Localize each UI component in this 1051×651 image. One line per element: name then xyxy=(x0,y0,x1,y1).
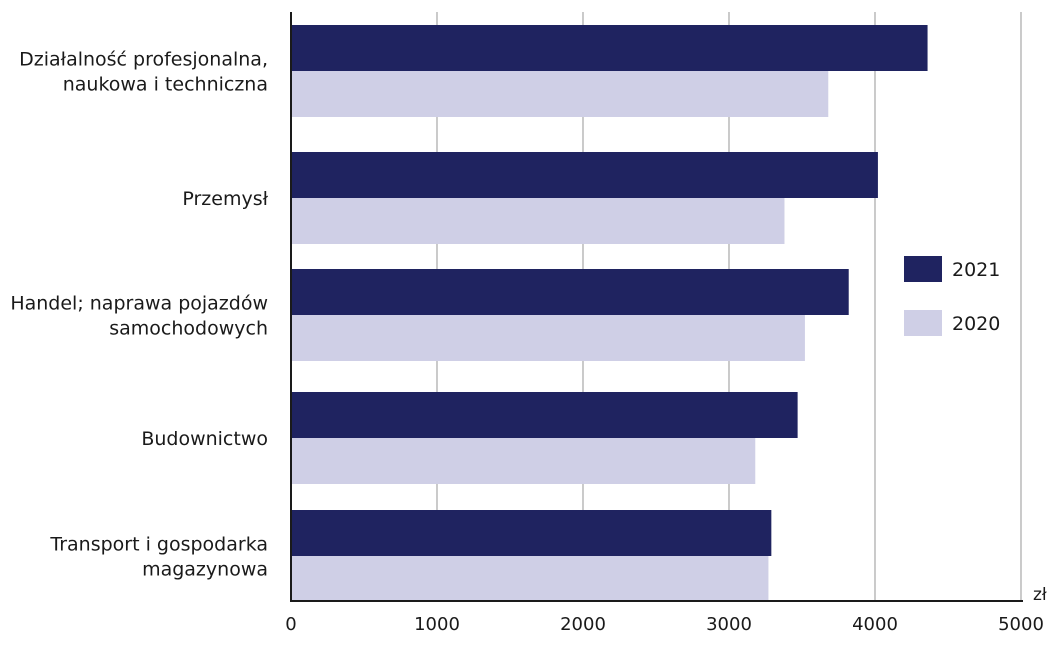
bar-2021-2 xyxy=(291,269,849,315)
x-tick-labels: 0 1000 2000 3000 4000 5000 xyxy=(285,614,1044,635)
bar-2021-3 xyxy=(291,392,798,438)
legend-label-2021: 2021 xyxy=(952,259,1000,281)
category-label-2: Handel; naprawa pojazdów samochodowych xyxy=(10,293,268,340)
bar-2020-1 xyxy=(291,198,785,244)
bars xyxy=(291,25,928,602)
legend: 2021 2020 xyxy=(904,256,1000,336)
category-label-1: Przemysł xyxy=(182,188,268,210)
bar-2021-1 xyxy=(291,152,878,198)
category-labels: Działalność profesjonalna, naukowa i tech… xyxy=(10,49,268,581)
legend-swatch-2020 xyxy=(904,310,942,336)
bar-2020-0 xyxy=(291,71,829,117)
unit-label: zł xyxy=(1033,585,1047,605)
x-tick-label-4000: 4000 xyxy=(852,614,898,635)
x-tick-label-2000: 2000 xyxy=(560,614,606,635)
category-label-0: Działalność profesjonalna, naukowa i tech… xyxy=(19,49,268,96)
x-tick-label-0: 0 xyxy=(285,614,296,635)
x-tick-label-5000: 5000 xyxy=(998,614,1044,635)
bar-2020-4 xyxy=(291,556,769,602)
category-label-4: Transport i gospodarka magazynowa xyxy=(49,534,268,581)
category-label-3: Budownictwo xyxy=(141,428,268,450)
axes xyxy=(290,12,1023,602)
legend-label-2020: 2020 xyxy=(952,313,1000,335)
x-tick-label-3000: 3000 xyxy=(706,614,752,635)
legend-swatch-2021 xyxy=(904,256,942,282)
bar-2020-2 xyxy=(291,315,805,361)
bar-2021-0 xyxy=(291,25,928,71)
bar-2020-3 xyxy=(291,438,756,484)
x-tick-label-1000: 1000 xyxy=(414,614,460,635)
bar-2021-4 xyxy=(291,510,772,556)
